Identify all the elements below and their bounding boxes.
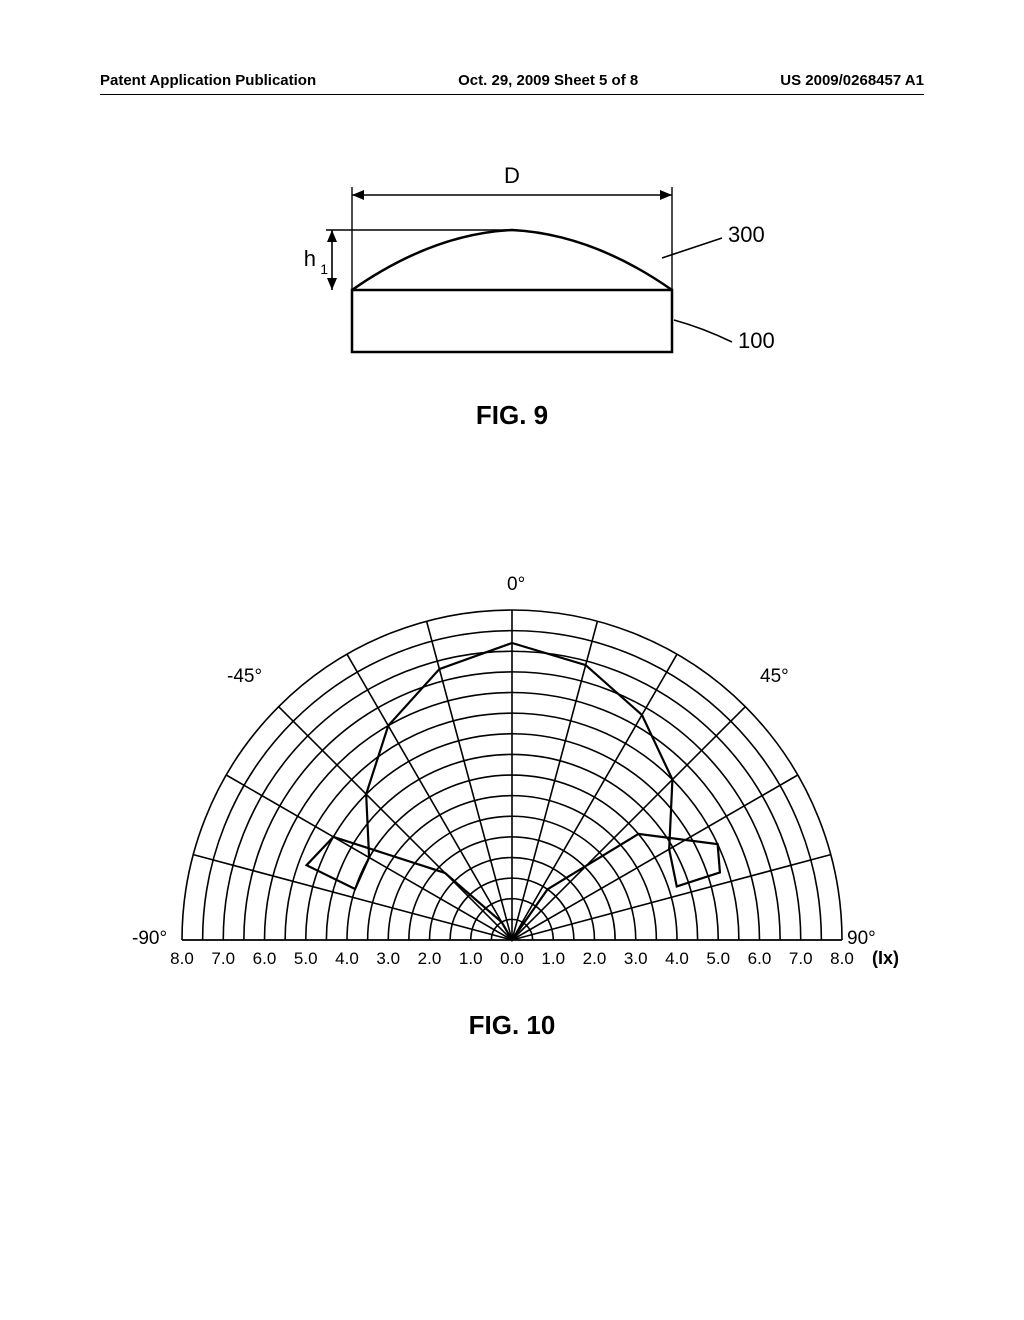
svg-text:7.0: 7.0 xyxy=(211,949,235,968)
svg-text:300: 300 xyxy=(728,222,765,247)
svg-text:(Ix): (Ix) xyxy=(872,948,899,968)
svg-text:4.0: 4.0 xyxy=(335,949,359,968)
svg-text:4.0: 4.0 xyxy=(665,949,689,968)
fig10: 0°45°-45°90°-90°8.07.06.05.04.03.02.01.0… xyxy=(112,570,912,1010)
svg-text:6.0: 6.0 xyxy=(253,949,277,968)
fig10-polar-chart: 0°45°-45°90°-90°8.07.06.05.04.03.02.01.0… xyxy=(112,570,912,1010)
header-rule xyxy=(100,94,924,95)
svg-text:1: 1 xyxy=(320,261,328,277)
svg-text:100: 100 xyxy=(738,328,775,353)
fig9-caption: FIG. 9 xyxy=(0,400,1024,431)
fig9-drawing: Dh1 300 100 xyxy=(232,150,792,410)
svg-text:0°: 0° xyxy=(507,574,525,595)
page-header: Patent Application Publication Oct. 29, … xyxy=(0,72,1024,89)
svg-text:3.0: 3.0 xyxy=(376,949,400,968)
svg-text:8.0: 8.0 xyxy=(830,949,854,968)
svg-text:-90°: -90° xyxy=(132,928,167,949)
svg-text:1.0: 1.0 xyxy=(459,949,483,968)
svg-text:5.0: 5.0 xyxy=(706,949,730,968)
svg-text:3.0: 3.0 xyxy=(624,949,648,968)
header-left: Patent Application Publication xyxy=(100,72,316,89)
header-center: Oct. 29, 2009 Sheet 5 of 8 xyxy=(458,72,638,89)
svg-text:45°: 45° xyxy=(760,666,789,687)
svg-text:0.0: 0.0 xyxy=(500,949,524,968)
svg-text:-45°: -45° xyxy=(227,666,262,687)
header-right: US 2009/0268457 A1 xyxy=(780,72,924,89)
svg-text:D: D xyxy=(504,163,520,188)
svg-text:90°: 90° xyxy=(847,928,876,949)
fig10-caption: FIG. 10 xyxy=(0,1010,1024,1041)
svg-text:2.0: 2.0 xyxy=(418,949,442,968)
svg-text:2.0: 2.0 xyxy=(583,949,607,968)
svg-text:1.0: 1.0 xyxy=(541,949,565,968)
svg-text:5.0: 5.0 xyxy=(294,949,318,968)
svg-text:8.0: 8.0 xyxy=(170,949,194,968)
svg-text:7.0: 7.0 xyxy=(789,949,813,968)
page: Patent Application Publication Oct. 29, … xyxy=(0,0,1024,1320)
svg-text:h: h xyxy=(304,246,316,271)
svg-text:6.0: 6.0 xyxy=(748,949,772,968)
